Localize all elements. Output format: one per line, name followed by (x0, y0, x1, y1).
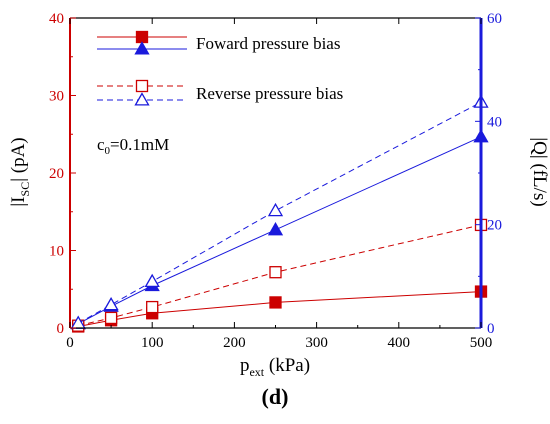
series-3 (72, 218, 488, 332)
panel-label-close: ) (281, 384, 289, 409)
x-tick-label: 200 (223, 335, 246, 351)
legend-entry-2: Foward pressure bias (97, 34, 340, 55)
series-1-point (269, 296, 282, 309)
series-3-point (104, 311, 118, 325)
legend-label: Reverse pressure bias (196, 84, 343, 103)
x-axis-label: pext (kPa) (240, 355, 310, 379)
y-right-tick-label: 40 (487, 114, 502, 130)
series-4-point (144, 273, 160, 288)
plot-area (70, 94, 489, 333)
x-tick-label: 0 (66, 335, 74, 351)
y-right-tick-label: 60 (487, 11, 502, 27)
series-3-point (146, 300, 159, 314)
x-axis-label-sub: ext (249, 365, 264, 379)
legend-marker (135, 79, 149, 93)
legend-entry-1 (97, 30, 187, 44)
y-left-axis-label-post: | (pA) (8, 137, 29, 181)
y-left-axis-label: |ISC| (pA) (8, 137, 32, 206)
panel-label-open: ( (261, 384, 269, 409)
series-4-point (267, 202, 284, 217)
y-right-axis-label: |Q| (fL/s) (529, 137, 550, 206)
series-2-point (267, 222, 284, 236)
y-left-tick-label: 30 (49, 89, 64, 105)
annotation-rest: =0.1mM (110, 135, 169, 154)
panel-label-letter: d (268, 384, 282, 409)
y-left-axis-label-sub: SC (18, 182, 32, 197)
series-1 (72, 285, 488, 333)
x-tick-label: 300 (305, 335, 328, 351)
x-tick-label: 100 (141, 335, 164, 351)
annotation-sub: 0 (105, 145, 111, 157)
y-left-tick-label: 40 (49, 11, 64, 27)
legend-entry-4: Reverse pressure bias (97, 84, 343, 106)
x-tick-label: 400 (388, 335, 411, 351)
legend: Foward pressure bias Reverse pressure bia… (97, 30, 343, 106)
series-3-line (78, 224, 482, 327)
legend-marker (134, 92, 150, 106)
y-left-tick-label: 10 (49, 244, 64, 260)
legend-entry-3 (97, 79, 187, 93)
series-3-point (269, 266, 282, 279)
series-4-point (103, 296, 119, 311)
y-right-tick-label: 20 (487, 218, 502, 234)
y-left-axis-label-pre: |I (8, 196, 29, 206)
x-tick-label: 500 (470, 335, 493, 351)
series-4 (70, 94, 489, 329)
y-left-tick-label: 0 (57, 321, 65, 337)
annotation: c0=0.1mM (97, 135, 169, 157)
y-left-tick-label: 20 (49, 166, 64, 182)
legend-marker (135, 30, 149, 44)
x-axis-label-main: p (240, 355, 250, 376)
x-axis-label-rest: (kPa) (264, 355, 310, 376)
annotation-main: c (97, 135, 105, 154)
y-right-tick-label: 0 (487, 321, 495, 337)
panel-label: (d) (0, 384, 550, 410)
legend-marker (134, 41, 150, 55)
legend-label: Foward pressure bias (196, 34, 340, 53)
